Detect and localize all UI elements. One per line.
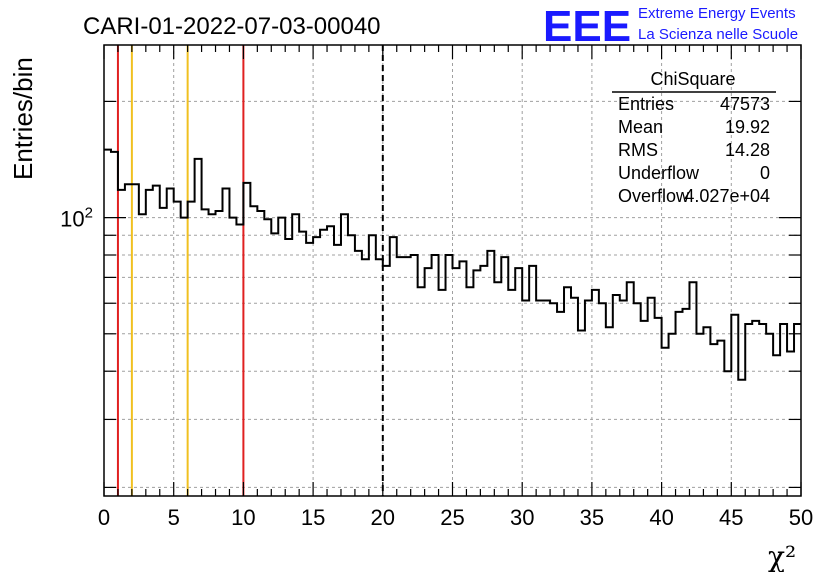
y-tick-label: 102	[60, 205, 93, 232]
stats-title: ChiSquare	[650, 69, 735, 89]
stats-label: Underflow	[618, 163, 700, 183]
stats-value: 19.92	[725, 117, 770, 137]
x-tick-label: 15	[301, 505, 325, 530]
stats-rows: Entries 47573 Mean 19.92 RMS 14.28 Underflow 0 O…	[618, 94, 770, 206]
axes: 0 5 10 15 20 25 30 35 40 45 50 102	[60, 44, 813, 530]
stats-label: Overflow	[618, 186, 690, 206]
stats-label: Mean	[618, 117, 663, 137]
stats-value: 4.027e+04	[684, 186, 770, 206]
x-tick-label: 40	[649, 505, 673, 530]
logo-line2: La Scienza nelle Scuole	[638, 26, 798, 43]
stats-value: 0	[760, 163, 770, 183]
stats-label: Entries	[618, 94, 674, 114]
logo-line1: Extreme Energy Events	[638, 5, 796, 22]
stats-box: ChiSquare Entries 47573 Mean 19.92 RMS 14.28 U…	[612, 69, 776, 206]
histogram-outline	[104, 148, 801, 381]
x-tick-label: 45	[719, 505, 743, 530]
logo-mark: EEE	[543, 2, 631, 51]
x-tick-label: 5	[168, 505, 180, 530]
x-axis-label: χ²	[768, 540, 796, 572]
chart-title: CARI-01-2022-07-03-00040	[83, 13, 381, 40]
eee-logo: EEE Extreme Energy Events La Scienza nel…	[543, 2, 798, 51]
x-tick-label: 0	[98, 505, 110, 530]
x-tick-label: 20	[371, 505, 395, 530]
grid	[104, 45, 801, 496]
x-tick-label: 30	[510, 505, 534, 530]
stats-value: 14.28	[725, 140, 770, 160]
stats-value: 47573	[720, 94, 770, 114]
threshold-lines	[116, 45, 384, 496]
stats-label: RMS	[618, 140, 658, 160]
y-axis-label: Entries/bin	[8, 57, 38, 180]
x-tick-label: 35	[580, 505, 604, 530]
x-tick-label: 50	[789, 505, 813, 530]
x-tick-label: 25	[440, 505, 464, 530]
x-tick-label: 10	[231, 505, 255, 530]
